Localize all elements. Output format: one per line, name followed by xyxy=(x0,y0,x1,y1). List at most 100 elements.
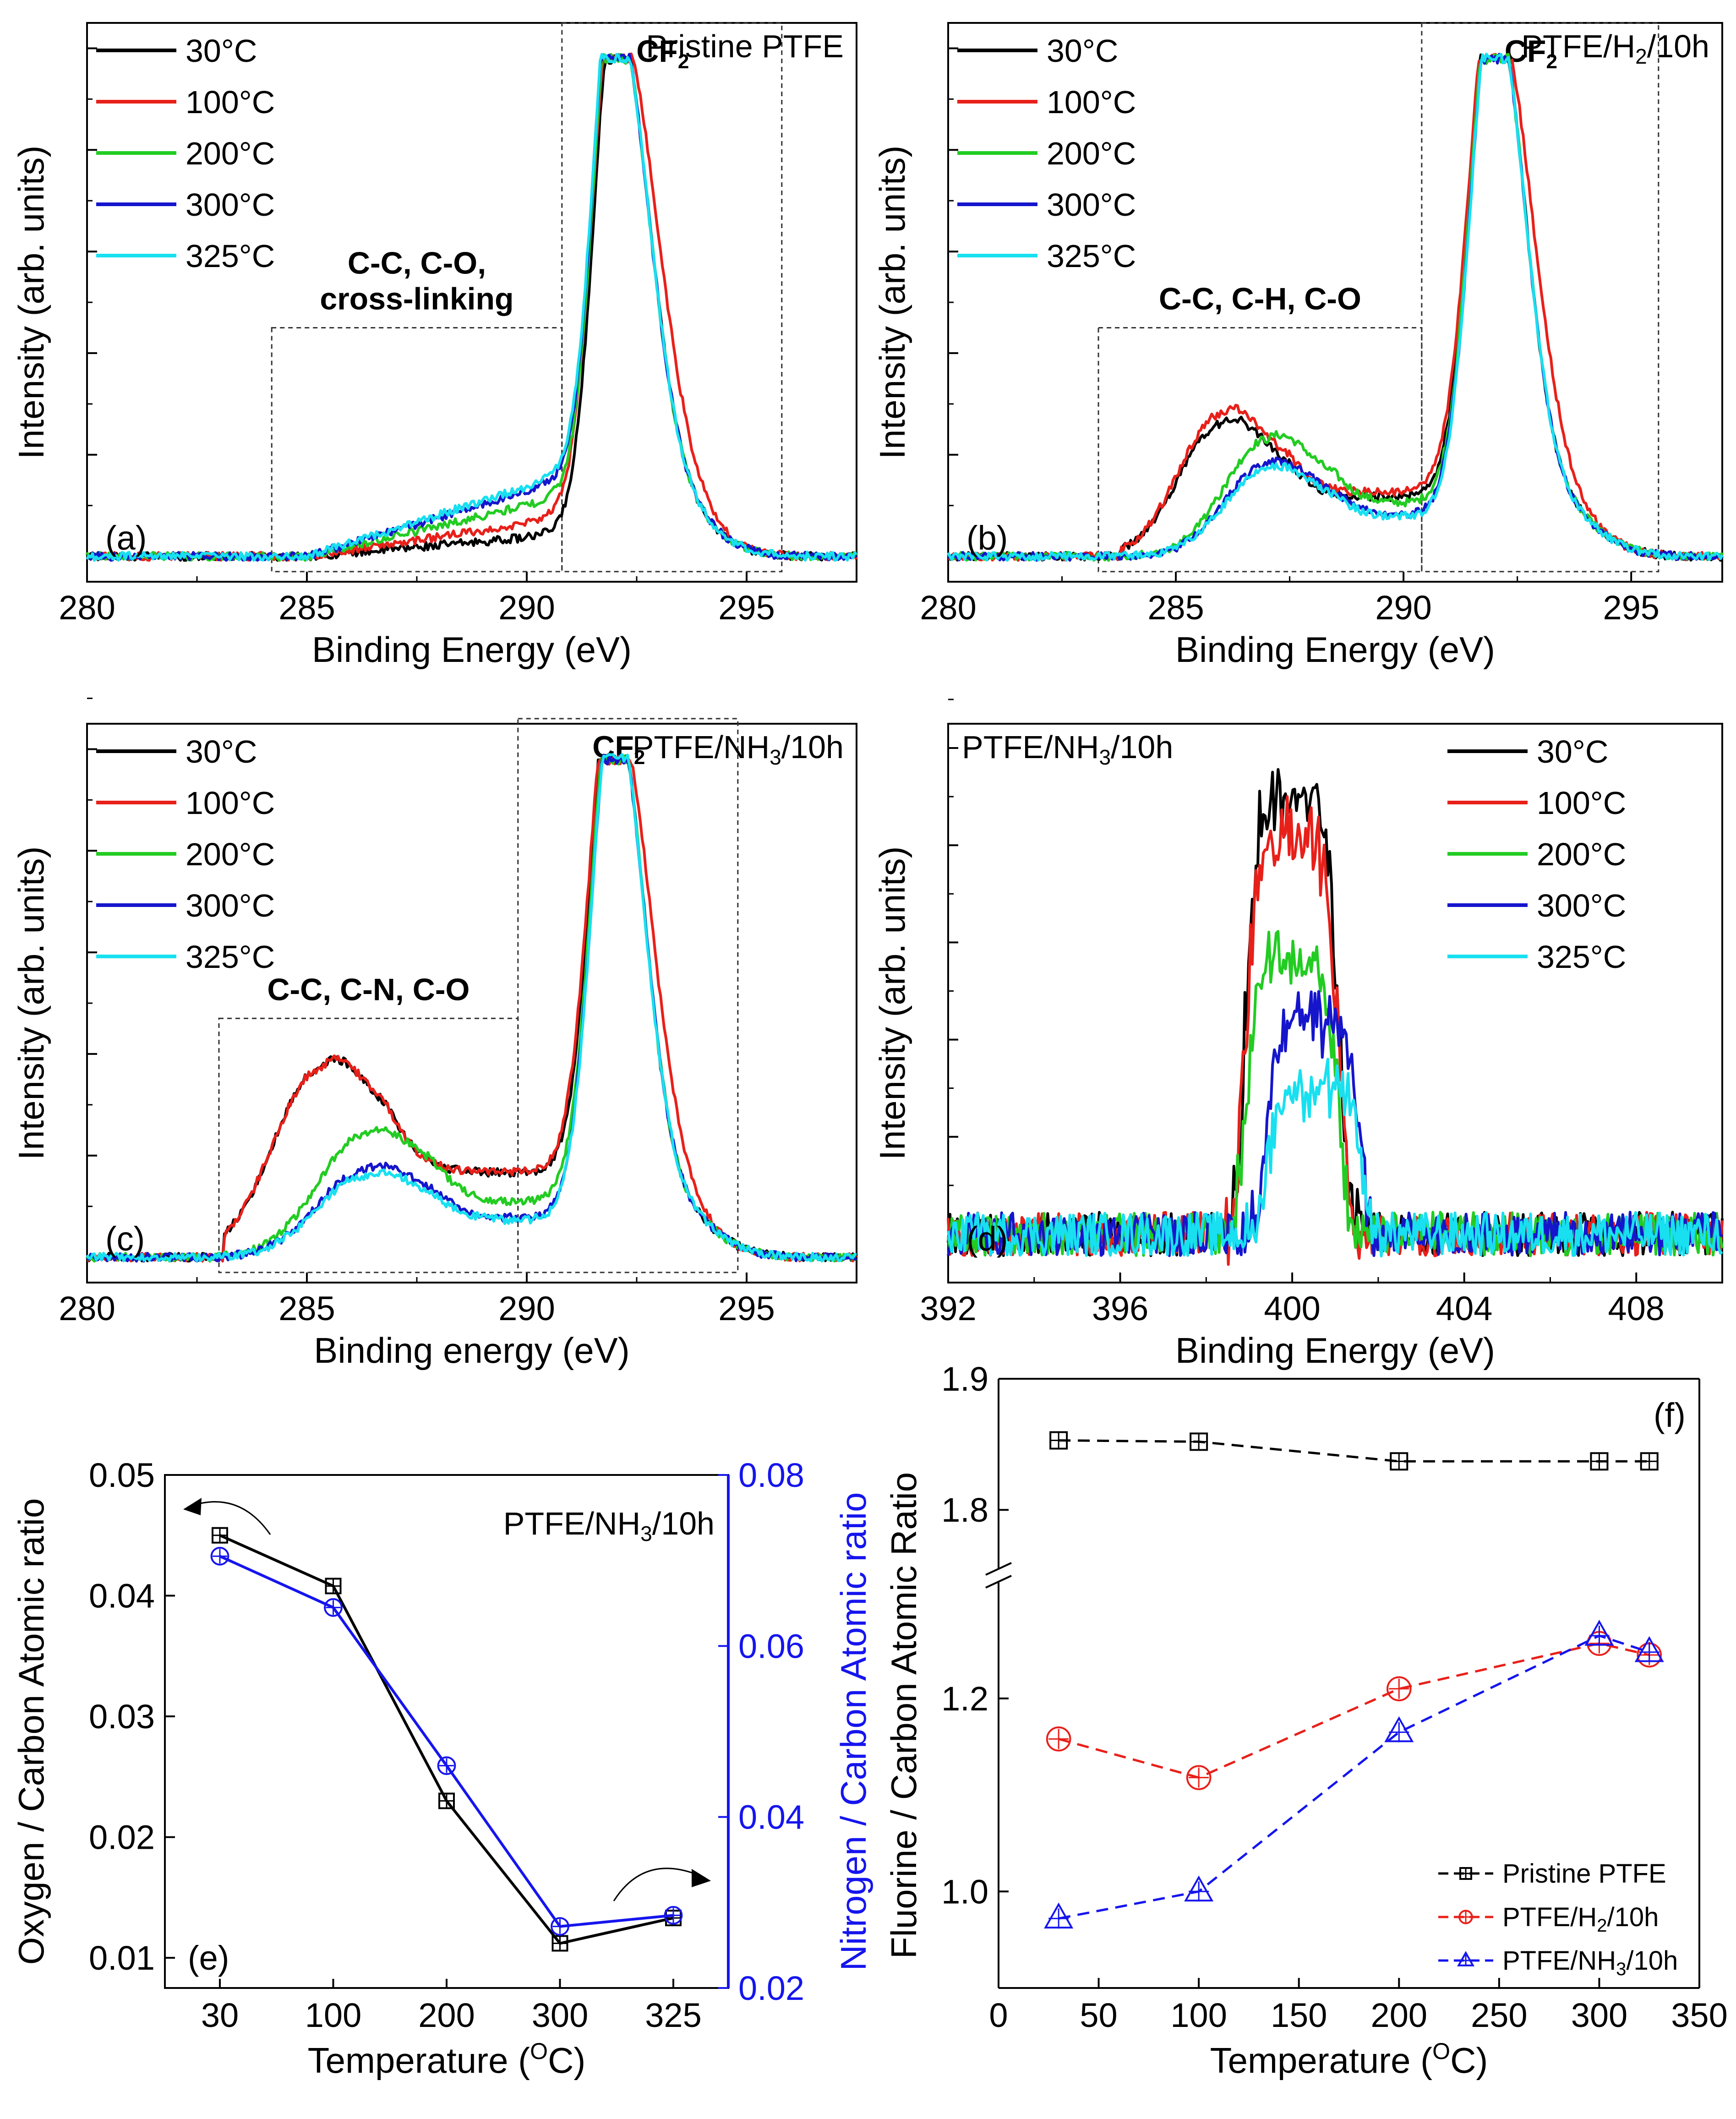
x-tick-label: 285 xyxy=(1147,589,1204,627)
x-tick-label: 290 xyxy=(498,589,555,627)
panel-letter: (f) xyxy=(1654,1396,1686,1434)
marker-circle xyxy=(1458,1910,1473,1924)
panel-f-fluorine-ratio-chart: 0 50 100 150 200 250 300 350 1.0 1.2 1.8 1.9 Pristin… xyxy=(884,1360,1728,2081)
series-line-2 xyxy=(1058,1634,1650,1920)
region-label-cf2: CF2 xyxy=(1505,34,1557,73)
series-line-30c xyxy=(86,754,858,1263)
y-tick-label: 1.2 xyxy=(941,1680,988,1718)
x-tick-label: 285 xyxy=(278,1289,335,1327)
region-label: C-C, C-N, C-O xyxy=(267,972,469,1007)
legend-label: 200°C xyxy=(1047,136,1136,171)
panel-d-xps-n1s-nh3: 392 396 400 404 408 Binding Energy (eV) Intens… xyxy=(872,699,1724,1371)
region-box xyxy=(218,1017,519,1273)
y-axis-title: Intensity (arb. units) xyxy=(11,847,51,1160)
region-label-cf2: CF2 xyxy=(636,34,689,73)
region-box xyxy=(561,22,783,573)
series-line-0 xyxy=(1059,1439,1649,1463)
legend-label: 200°C xyxy=(186,136,275,171)
arrowhead-right xyxy=(692,1869,711,1887)
x-tick-label: 200 xyxy=(418,1996,475,2034)
x-tick-label: 396 xyxy=(1092,1289,1148,1327)
series-line-200c xyxy=(86,754,857,1263)
x-tick-label: 250 xyxy=(1471,1996,1527,2034)
x-tick-label: 300 xyxy=(532,1996,588,2034)
legend-label: 30°C xyxy=(186,734,257,770)
legend-label: 100°C xyxy=(186,785,275,821)
legend-label: 200°C xyxy=(186,836,275,872)
x-tick-label: 200 xyxy=(1371,1996,1427,2034)
x-tick-label: 100 xyxy=(305,1996,361,2034)
x-axis-title: Binding Energy (eV) xyxy=(1175,1330,1495,1371)
region-box xyxy=(271,327,563,573)
legend-label: 30°C xyxy=(1047,33,1118,69)
x-tick-label: 392 xyxy=(920,1289,976,1327)
x-tick-label: 280 xyxy=(59,589,115,627)
marker-circle xyxy=(1186,1765,1212,1790)
x-tick-label: 290 xyxy=(1375,589,1431,627)
legend-label: 300°C xyxy=(1047,187,1136,223)
y-axis-title: Fluorine / Carbon Atomic Ratio xyxy=(884,1472,924,1959)
x-tick-label: 408 xyxy=(1608,1289,1664,1327)
legend-label: 100°C xyxy=(186,84,275,120)
series-line-300c xyxy=(86,753,857,1263)
marker-circle xyxy=(437,1756,456,1775)
x-tick-label: 300 xyxy=(1571,1996,1627,2034)
legend-label: 30°C xyxy=(186,33,257,69)
legend-label: 300°C xyxy=(186,187,275,223)
y-axis-title: Oxygen / Carbon Atomic ratio xyxy=(11,1498,51,1965)
series-line-325c xyxy=(947,1058,1723,1258)
y-tick-label: 0.02 xyxy=(89,1819,155,1857)
x-tick-label: 290 xyxy=(498,1289,555,1327)
panel-letter: (a) xyxy=(105,519,147,557)
panel-a-xps-c1s-pristine: 280 285 290 295 Binding Energy (eV) Intensity… xyxy=(11,22,858,670)
series-line-nitrogen xyxy=(219,1555,674,1928)
series-line-100c xyxy=(87,755,857,1263)
region-box xyxy=(1421,22,1660,573)
y-tick-label: 0.03 xyxy=(89,1698,155,1736)
x-axis-title: Binding energy (eV) xyxy=(314,1330,629,1371)
legend-label: Pristine PTFE xyxy=(1502,1859,1666,1889)
x-tick-label: 280 xyxy=(920,589,976,627)
x-axis-title: Temperature (OC) xyxy=(308,2038,586,2081)
series-line-1 xyxy=(1058,1642,1650,1779)
region-label: cross-linking xyxy=(320,281,513,316)
marker-circle xyxy=(1046,1726,1071,1752)
x-tick-label: 400 xyxy=(1264,1289,1320,1327)
marker-circle xyxy=(551,1917,569,1936)
series-line-325c xyxy=(947,53,1724,562)
y-tick-label: 1.0 xyxy=(941,1873,988,1911)
x-axis-title: Binding Energy (eV) xyxy=(312,629,632,670)
legend-label: 100°C xyxy=(1537,785,1626,821)
y-tick-label: 1.8 xyxy=(941,1491,988,1529)
panel-letter: (e) xyxy=(188,1939,229,1977)
x-tick-label: 280 xyxy=(59,1289,115,1327)
x-tick-label: 150 xyxy=(1271,1996,1327,2034)
x-tick-label: 30 xyxy=(201,1996,239,2034)
x-tick-label: 295 xyxy=(718,1289,775,1327)
x-axis-title: Temperature (OC) xyxy=(1210,2038,1488,2081)
y-tick-label: 1.9 xyxy=(941,1360,988,1398)
panel-letter: (c) xyxy=(105,1220,145,1258)
y-axis-title: Intensity (arb. units) xyxy=(11,146,51,459)
marker-circle xyxy=(664,1906,683,1925)
y2-tick-label: 0.04 xyxy=(738,1798,804,1836)
x-tick-label: 325 xyxy=(645,1996,701,2034)
y-tick-label: 0.05 xyxy=(89,1456,155,1494)
legend-label: 300°C xyxy=(186,888,275,923)
y-axis-title: Intensity (arb. units) xyxy=(872,146,912,459)
legend-label: 100°C xyxy=(1047,84,1136,120)
region-box xyxy=(517,718,739,1273)
panel-title: PTFE/NH3/10h xyxy=(633,729,844,769)
series-line-100c xyxy=(948,53,1724,562)
x-tick-label: 100 xyxy=(1170,1996,1227,2034)
legend-label: PTFE/NH3/10h xyxy=(1502,1946,1678,1979)
panel-c-xps-c1s-nh3: 280 285 290 295 Binding energy (eV) Intensity… xyxy=(11,698,858,1371)
panel-letter: (d) xyxy=(966,1220,1008,1258)
arrow-right-axis xyxy=(613,1868,706,1901)
series-line-oxygen xyxy=(219,1534,674,1945)
legend-label: 30°C xyxy=(1537,734,1608,770)
region-box xyxy=(1097,327,1423,573)
axis-break-mark xyxy=(985,1562,1012,1576)
plot-frame xyxy=(947,723,1723,1283)
